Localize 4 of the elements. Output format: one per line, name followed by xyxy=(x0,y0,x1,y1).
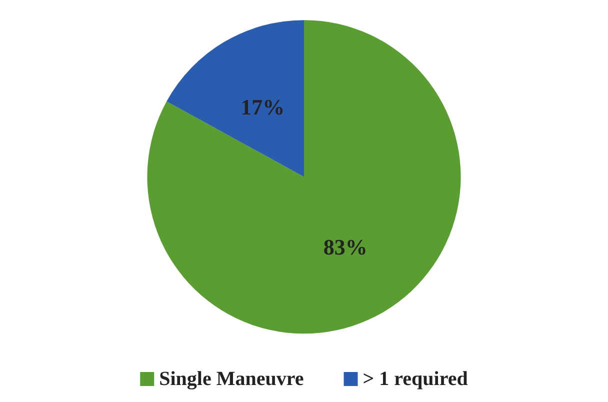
legend-label: Single Maneuvre xyxy=(159,368,304,390)
data-label: 83% xyxy=(323,234,368,260)
legend-label: > 1 required xyxy=(362,368,468,390)
data-label: 17% xyxy=(240,94,285,120)
